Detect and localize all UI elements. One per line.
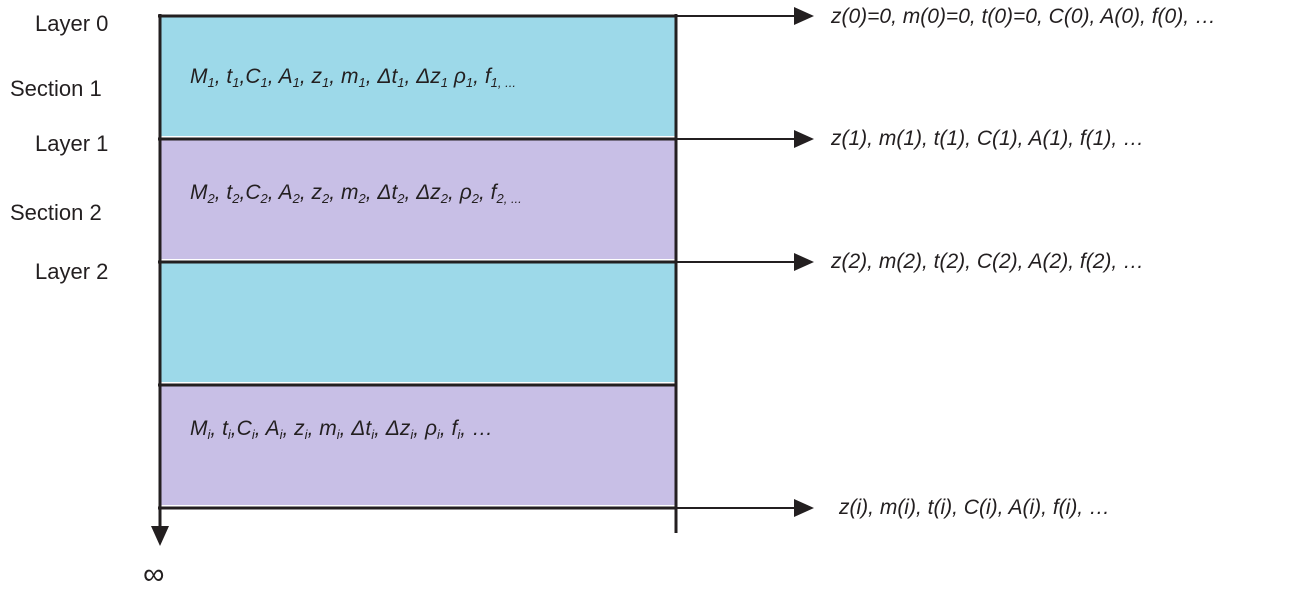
- layer-2-arrowhead: [794, 253, 814, 271]
- section-1-variables: M1, t1,C1, A1, z1, m1, Δt1, Δz1 ρ1, f1, …: [190, 65, 516, 90]
- layer-1-output: z(1), m(1), t(1), C(1), A(1), f(1), …: [831, 127, 1145, 150]
- infinity-symbol: ∞: [143, 558, 165, 591]
- layer-0-output: z(0)=0, m(0)=0, t(0)=0, C(0), A(0), f(0)…: [831, 5, 1216, 28]
- label-section-2: Section 2: [10, 200, 102, 225]
- section-2-variables: M2, t2,C2, A2, z2, m2, Δt2, Δz2, ρ2, f2,…: [190, 181, 522, 206]
- section-3-band: [160, 262, 676, 382]
- label-layer-2: Layer 2: [35, 259, 109, 284]
- layer-1-arrowhead: [794, 130, 814, 148]
- section-i-band: [160, 385, 676, 505]
- layer-2-output: z(2), m(2), t(2), C(2), A(2), f(2), …: [831, 250, 1145, 273]
- label-section-1: Section 1: [10, 76, 102, 101]
- section-2-band: [160, 139, 676, 259]
- label-layer-0: Layer 0: [35, 11, 109, 36]
- layer-i-output: z(i), m(i), t(i), C(i), A(i), f(i), …: [839, 496, 1110, 519]
- layer-0-arrowhead: [794, 7, 814, 25]
- layer-i-arrowhead: [794, 499, 814, 517]
- section-1-band: [160, 16, 676, 136]
- depth-axis-arrowhead: [151, 526, 169, 546]
- section-i-variables: Mi, ti,Ci, Ai, zi, mi, Δti, Δzi, ρi, fi,…: [190, 417, 493, 442]
- label-layer-1: Layer 1: [35, 131, 109, 156]
